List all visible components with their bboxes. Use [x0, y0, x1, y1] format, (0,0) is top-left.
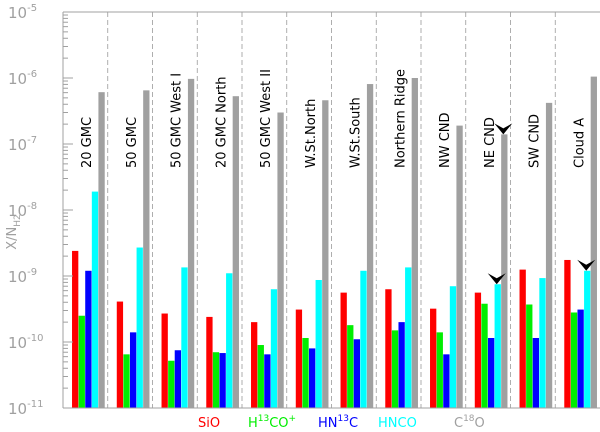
bar-50-gmc-west-ii-h13co: [257, 345, 264, 408]
y-tick-label: 10-5: [8, 3, 37, 22]
bar-ne-cnd-sio: [474, 292, 482, 408]
bar-northern-ridge-hn13c: [398, 322, 405, 408]
legend-item-c18o: C18O: [454, 414, 485, 431]
bar-w-st-south-hn13c: [353, 339, 361, 408]
region-label-20-gmc: 20 GMC: [80, 117, 95, 168]
bar-sw-cnd-hn13c: [532, 337, 540, 408]
bar-50-gmc-hn13c: [129, 332, 137, 408]
bar-50-gmc-west-ii-hn13c: [264, 354, 271, 408]
bar-ne-cnd-c18o: [501, 134, 508, 409]
region-label-50-gmc-west-ii: 50 GMC West II: [259, 69, 274, 168]
bar-ne-cnd-hn13c: [487, 337, 495, 408]
y-axis-label: X/NH2: [5, 214, 23, 250]
bar-northern-ridge-sio: [385, 289, 392, 408]
bar-cloud-a-c18o: [590, 76, 597, 409]
bar-20-gmc-north-h13co: [212, 352, 220, 408]
y-tick-label: 10-11: [8, 399, 43, 418]
bar-cloud-a-hnco: [584, 270, 591, 408]
region-label-w-st-south: W.St.South: [349, 97, 364, 168]
bar-20-gmc-hnco: [91, 191, 99, 408]
bar-sw-cnd-c18o: [545, 102, 553, 409]
bar-50-gmc-hnco: [136, 247, 143, 408]
bar-20-gmc-hn13c: [85, 270, 92, 408]
upper-limit-arrow-ne-cnd-c18o: [494, 123, 513, 135]
bar-sw-cnd-h13co: [526, 304, 533, 408]
bar-ne-cnd-h13co: [481, 303, 488, 408]
bar-20-gmc-c18o: [98, 92, 105, 409]
bar-w-st-south-c18o: [366, 84, 374, 409]
y-tick-label: 10-6: [8, 69, 37, 88]
bars-layer: [72, 76, 597, 409]
bar-50-gmc-west-ii-c18o: [277, 112, 284, 408]
y-axis-ticks: 10-11 10-10 10-9 10-8 10-7 10-6 10-5: [8, 3, 73, 418]
region-label-50-gmc: 50 GMC: [125, 117, 140, 168]
bar-50-gmc-c18o: [143, 90, 150, 408]
bar-50-gmc-west-i-hnco: [181, 267, 188, 408]
legend: SiO H13CO+ HN13C HNCO C18O: [198, 414, 485, 431]
bar-cloud-a-h13co: [570, 312, 578, 408]
bar-50-gmc-west-i-hn13c: [174, 350, 182, 408]
bar-20-gmc-sio: [72, 250, 79, 408]
bar-sw-cnd-sio: [519, 269, 526, 408]
bar-50-gmc-west-ii-sio: [251, 322, 258, 408]
upper-limit-arrow-cloud-a-hnco: [577, 259, 596, 271]
region-label-w-st-north: W.St.North: [304, 99, 319, 168]
bar-50-gmc-west-i-sio: [161, 313, 168, 408]
y-tick-label: 10-9: [8, 267, 37, 286]
bar-nw-cnd-hnco: [449, 286, 457, 408]
region-label-20-gmc-north: 20 GMC North: [214, 76, 229, 168]
region-label-cloud-a: Cloud A: [572, 118, 587, 168]
region-label-ne-cnd: NE CND: [483, 117, 498, 168]
bar-20-gmc-north-c18o: [232, 96, 239, 409]
region-labels: 20 GMC 50 GMC 50 GMC West I 20 GMC North 50 …: [80, 69, 587, 168]
region-label-nw-cnd: NW CND: [438, 112, 453, 168]
legend-item-h13co: H13CO+: [248, 414, 296, 431]
region-label-50-gmc-west-i: 50 GMC West I: [170, 73, 185, 168]
upper-limit-arrow-ne-cnd-hnco: [487, 273, 506, 285]
bar-w-st-north-h13co: [302, 337, 309, 408]
y-tick-label: 10-8: [8, 201, 37, 220]
bar-nw-cnd-h13co: [436, 332, 443, 408]
bar-20-gmc-north-hn13c: [219, 353, 226, 408]
bar-w-st-north-c18o: [322, 100, 329, 408]
bar-nw-cnd-hn13c: [443, 354, 450, 408]
bar-w-st-south-h13co: [347, 325, 354, 408]
bar-cloud-a-sio: [564, 259, 571, 408]
bar-northern-ridge-hnco: [405, 267, 412, 408]
bar-50-gmc-west-ii-hnco: [270, 289, 278, 408]
legend-item-hn13c: HN13C: [318, 414, 358, 431]
bar-w-st-south-sio: [340, 292, 347, 408]
bar-20-gmc-north-hnco: [226, 273, 233, 408]
bar-cloud-a-hn13c: [577, 309, 584, 408]
bar-w-st-north-hnco: [315, 279, 322, 408]
region-dividers: [107, 12, 556, 408]
y-tick-label: 10-7: [8, 135, 37, 154]
bar-50-gmc-west-i-h13co: [168, 360, 175, 408]
bar-50-gmc-h13co: [123, 354, 130, 408]
bar-20-gmc-north-sio: [206, 316, 213, 408]
y-tick-label: 10-10: [8, 333, 43, 352]
bar-20-gmc-h13co: [78, 315, 85, 408]
bar-50-gmc-west-i-c18o: [187, 78, 195, 409]
bar-sw-cnd-hnco: [539, 278, 546, 408]
legend-item-sio: SiO: [198, 416, 220, 431]
bar-50-gmc-sio: [116, 301, 124, 408]
region-label-northern-ridge: Northern Ridge: [393, 69, 408, 168]
legend-item-hnco: HNCO: [378, 416, 417, 431]
region-label-sw-cnd: SW CND: [528, 114, 543, 168]
bar-northern-ridge-h13co: [391, 330, 399, 408]
bar-nw-cnd-c18o: [456, 125, 463, 408]
bar-nw-cnd-sio: [430, 308, 437, 408]
bar-w-st-north-hn13c: [308, 348, 316, 408]
bar-w-st-north-sio: [295, 309, 303, 408]
bar-w-st-south-hnco: [360, 270, 367, 408]
bar-ne-cnd-hnco: [494, 284, 501, 408]
upper-limit-markers: [487, 123, 596, 285]
bar-northern-ridge-c18o: [411, 78, 418, 408]
